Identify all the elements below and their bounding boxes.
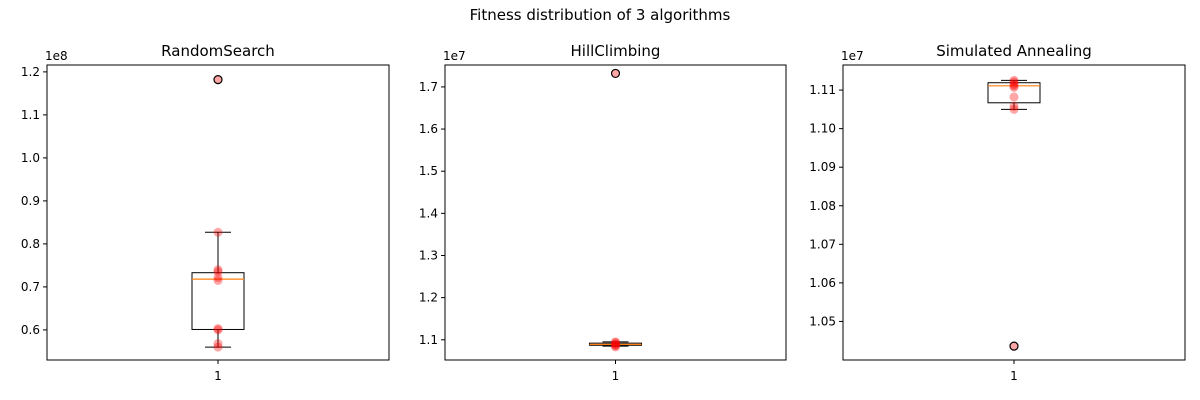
y-tick-label: 1.09	[809, 160, 836, 174]
y-tick-label: 1.1	[419, 333, 438, 347]
y-tick-label: 1.5	[419, 164, 438, 178]
axes-frame	[46, 64, 390, 361]
y-tick-label: 1.2	[21, 65, 40, 79]
data-point	[611, 339, 620, 349]
y-tick-label: 1.11	[809, 83, 836, 97]
panel-title: HillClimbing	[571, 42, 661, 60]
data-point	[1009, 81, 1019, 91]
data-point	[213, 339, 223, 349]
y-tick-label: 0.8	[21, 237, 40, 251]
data-point	[611, 338, 620, 348]
data-point	[1009, 77, 1019, 87]
y-tick-label: 0.9	[21, 194, 40, 208]
data-point	[213, 267, 223, 277]
panel-title: Simulated Annealing	[936, 42, 1092, 60]
y-scale-label: 1e8	[45, 49, 68, 63]
data-point	[1009, 104, 1019, 114]
data-point	[611, 68, 620, 78]
data-point	[213, 324, 223, 334]
data-point	[213, 342, 223, 352]
x-tick-label: 1	[214, 369, 222, 383]
data-point	[611, 337, 620, 347]
y-scale-label: 1e7	[841, 49, 864, 63]
y-scale-label: 1e7	[443, 49, 466, 63]
y-tick-label: 1.6	[419, 122, 438, 136]
axes-frame	[444, 64, 787, 361]
y-tick-label: 1.08	[809, 199, 836, 213]
y-tick-label: 1.4	[419, 206, 438, 220]
data-point	[1009, 79, 1019, 89]
panel-3: Simulated Annealing 1.05 1.06 1.07 1.08 1.09 1…	[809, 42, 1186, 383]
data-point	[1009, 101, 1019, 111]
data-point	[213, 272, 223, 282]
panel-2: HillClimbing 1.1 1.2 1.3 1.4 1.5 1.6 1.7 1e7 1	[419, 42, 787, 383]
outlier-point	[1009, 341, 1019, 351]
data-point	[213, 75, 223, 85]
data-point	[611, 340, 620, 350]
y-tick-label: 1.05	[809, 314, 836, 328]
y-tick-label: 1.1	[21, 108, 40, 122]
figure-title: Fitness distribution of 3 algorithms	[469, 6, 731, 24]
y-tick-label: 1.06	[809, 276, 836, 290]
data-point	[213, 227, 223, 237]
box-iqr	[191, 272, 245, 330]
y-tick-label: 1.07	[809, 237, 836, 251]
box-iqr	[987, 82, 1041, 104]
data-point	[611, 341, 620, 351]
y-tick-label: 0.6	[21, 323, 40, 337]
y-tick-label: 1.3	[419, 248, 438, 262]
data-point	[213, 275, 223, 285]
x-tick-label: 1	[1010, 369, 1018, 383]
outlier-point	[213, 75, 223, 85]
data-point	[213, 265, 223, 275]
y-tick-label: 1.10	[809, 122, 836, 136]
data-point	[1009, 82, 1019, 92]
y-tick-label: 0.7	[21, 280, 40, 294]
y-tick-label: 1.0	[21, 151, 40, 165]
data-point	[213, 325, 223, 335]
panel-1: RandomSearch 0.6 0.7 0.8 0.9 1.0 1.1 1.2 1e8 1	[21, 42, 390, 383]
panel-title: RandomSearch	[161, 42, 275, 60]
x-tick-label: 1	[612, 369, 620, 383]
data-point	[611, 342, 620, 352]
y-tick-label: 1.7	[419, 80, 438, 94]
data-point	[1009, 92, 1019, 102]
y-tick-label: 1.2	[419, 291, 438, 305]
data-point	[1009, 341, 1019, 351]
data-point	[1009, 75, 1019, 85]
outlier-point	[610, 68, 621, 79]
